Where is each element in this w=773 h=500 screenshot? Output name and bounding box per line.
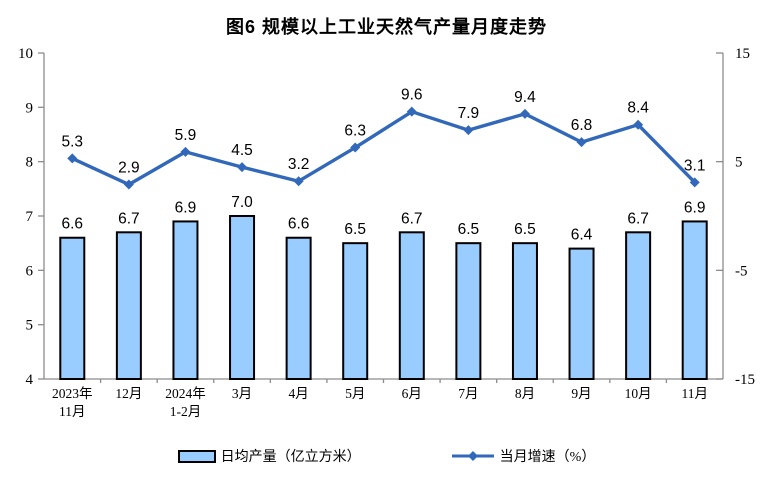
line-marker-diamond [123,179,134,190]
legend-item-line: 当月增速（%） [451,446,596,466]
bar-value-label: 6.6 [288,216,310,233]
line-series-swatch [451,451,494,461]
x-category-label: 4月 [289,386,309,401]
line-value-label: 3.2 [288,156,310,173]
x-category-label: 1-2月 [170,404,202,419]
line-marker-diamond [519,108,530,119]
right-axis-tick-label: 5 [735,155,743,171]
bar-value-label: 6.5 [344,221,366,238]
right-axis-tick-label: -15 [735,372,755,388]
line-marker-diamond [180,146,191,157]
bar-value-label: 7.0 [231,194,253,211]
left-axis-tick-label: 8 [26,155,34,171]
line-value-label: 4.5 [231,142,253,159]
left-axis-tick-label: 9 [26,100,34,116]
bar-value-label: 6.9 [175,199,197,216]
bar [285,236,312,380]
left-axis-tick-label: 4 [26,372,34,388]
bar-series-swatch [177,449,216,463]
growth-line [70,109,697,187]
line-value-label: 5.9 [175,127,197,144]
legend-label-line: 当月增速（%） [499,450,596,465]
x-category-label: 3月 [232,386,252,401]
bar [625,231,652,380]
right-axis-tick-label: -5 [735,263,748,279]
line-marker-diamond [689,177,700,188]
bar-value-label: 6.7 [401,210,423,227]
x-category-label: 7月 [458,386,478,401]
right-axis-tick-label: 15 [735,46,750,62]
bar-value-label: 6.4 [571,227,593,244]
legend-diamond-icon [467,451,478,461]
left-axis-tick-label: 6 [26,263,34,279]
bar [511,242,538,380]
line-value-label: 8.4 [627,100,649,117]
bar [398,231,425,380]
x-category-label: 11月 [59,404,86,419]
line-value-label: 5.3 [62,133,84,150]
bar [229,215,256,380]
bar-value-label: 6.7 [118,210,140,227]
bar [115,231,142,380]
x-category-label: 2023年 [52,386,93,401]
bar [455,242,482,380]
legend: 日均产量（亿立方米） 当月增速（%） [0,446,773,466]
line-value-label: 3.1 [684,157,706,174]
line-marker-diamond [633,119,644,130]
line-value-label: 9.4 [514,89,536,106]
bar [172,220,199,380]
line-marker-diamond [67,153,78,164]
line-value-label: 2.9 [118,159,140,176]
bar-value-label: 6.5 [514,221,536,238]
bar-value-label: 6.6 [62,216,84,233]
line-value-label: 7.9 [458,105,480,122]
bar [568,247,595,380]
left-axis-tick-label: 7 [26,209,34,225]
line-marker-diamond [237,162,248,173]
line-marker-diamond [463,125,474,136]
x-category-label: 2024年 [165,386,206,401]
line-marker-diamond [406,106,417,117]
x-category-label: 10月 [625,386,652,401]
line-marker-diamond [350,142,361,153]
line-marker-diamond [293,176,304,187]
x-category-label: 8月 [515,386,535,401]
bar [59,236,86,380]
legend-label-bars: 日均产量（亿立方米） [220,450,361,465]
line-value-label: 6.8 [571,117,593,134]
x-category-label: 6月 [402,386,422,401]
x-category-label: 12月 [115,386,142,401]
line-marker-diamond [576,137,587,148]
bar [342,242,369,380]
left-axis-tick-label: 10 [18,46,33,62]
x-category-label: 9月 [571,386,591,401]
x-category-label: 5月 [345,386,365,401]
bar [681,220,708,380]
bar-value-label: 6.9 [684,199,706,216]
line-value-label: 9.6 [401,87,423,104]
bar-value-label: 6.5 [458,221,480,238]
bar-value-label: 6.7 [627,210,649,227]
combo-chart: 10 9 8 7 6 5 4 15 5 -5 -15 2023年 11月 12月 2024年 1-2月 3月 4月… [18,46,755,419]
legend-item-bars: 日均产量（亿立方米） [177,446,361,466]
chart-title: 图6 规模以上工业天然气产量月度走势 [225,17,547,37]
x-category-label: 11月 [681,386,708,401]
line-value-label: 6.3 [344,123,366,140]
left-axis-tick-label: 5 [26,318,34,334]
